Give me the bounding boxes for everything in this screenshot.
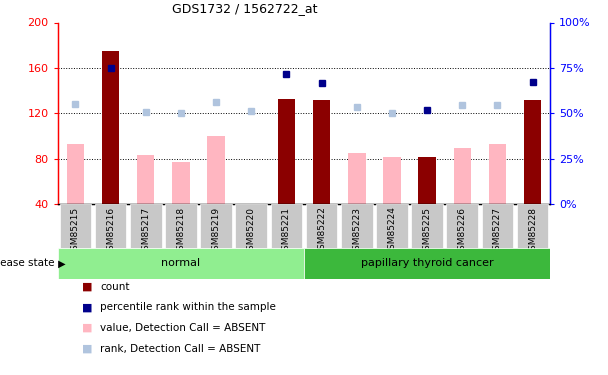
Bar	[130, 204, 162, 248]
Bar	[418, 157, 436, 204]
Bar	[172, 162, 190, 204]
Text: GSM85222: GSM85222	[317, 207, 326, 255]
Bar	[524, 100, 542, 204]
Text: rank, Detection Call = ABSENT: rank, Detection Call = ABSENT	[100, 344, 261, 354]
Bar	[348, 153, 365, 204]
Text: GSM85217: GSM85217	[141, 207, 150, 256]
Text: ■: ■	[82, 323, 92, 333]
Text: disease state: disease state	[0, 258, 55, 268]
Bar	[271, 204, 302, 248]
Text: ■: ■	[82, 303, 92, 312]
Text: GSM85223: GSM85223	[352, 207, 361, 255]
Text: GSM85219: GSM85219	[212, 207, 221, 256]
Text: GSM85225: GSM85225	[423, 207, 432, 255]
Text: ■: ■	[82, 282, 92, 292]
Text: normal: normal	[161, 258, 201, 268]
Bar	[446, 204, 478, 248]
Bar	[60, 204, 91, 248]
Bar	[454, 147, 471, 204]
Bar	[304, 248, 550, 279]
Bar	[58, 248, 304, 279]
Text: papillary thyroid cancer: papillary thyroid cancer	[361, 258, 494, 268]
Text: GSM85220: GSM85220	[247, 207, 256, 255]
Bar	[306, 204, 337, 248]
Bar	[200, 204, 232, 248]
Bar	[278, 99, 295, 204]
Bar	[207, 136, 225, 204]
Title: GDS1732 / 1562722_at: GDS1732 / 1562722_at	[172, 2, 317, 15]
Bar	[235, 204, 267, 248]
Text: count: count	[100, 282, 130, 292]
Bar	[66, 144, 84, 204]
Bar	[341, 204, 373, 248]
Bar	[482, 204, 513, 248]
Text: GSM85226: GSM85226	[458, 207, 467, 255]
Text: GSM85228: GSM85228	[528, 207, 537, 255]
Bar	[489, 144, 506, 204]
Text: value, Detection Call = ABSENT: value, Detection Call = ABSENT	[100, 323, 266, 333]
Bar	[517, 204, 548, 248]
Bar	[313, 100, 330, 204]
Bar	[137, 156, 154, 204]
Text: ▶: ▶	[55, 258, 65, 268]
Text: GSM85227: GSM85227	[493, 207, 502, 255]
Bar	[95, 204, 126, 248]
Text: GSM85216: GSM85216	[106, 207, 115, 256]
Text: GSM85218: GSM85218	[176, 207, 185, 256]
Text: percentile rank within the sample: percentile rank within the sample	[100, 303, 276, 312]
Text: GSM85215: GSM85215	[71, 207, 80, 256]
Text: GSM85221: GSM85221	[282, 207, 291, 255]
Bar	[376, 204, 408, 248]
Text: ■: ■	[82, 344, 92, 354]
Bar	[411, 204, 443, 248]
Text: GSM85224: GSM85224	[387, 207, 396, 255]
Bar	[102, 51, 119, 204]
Bar	[165, 204, 197, 248]
Bar	[383, 157, 401, 204]
